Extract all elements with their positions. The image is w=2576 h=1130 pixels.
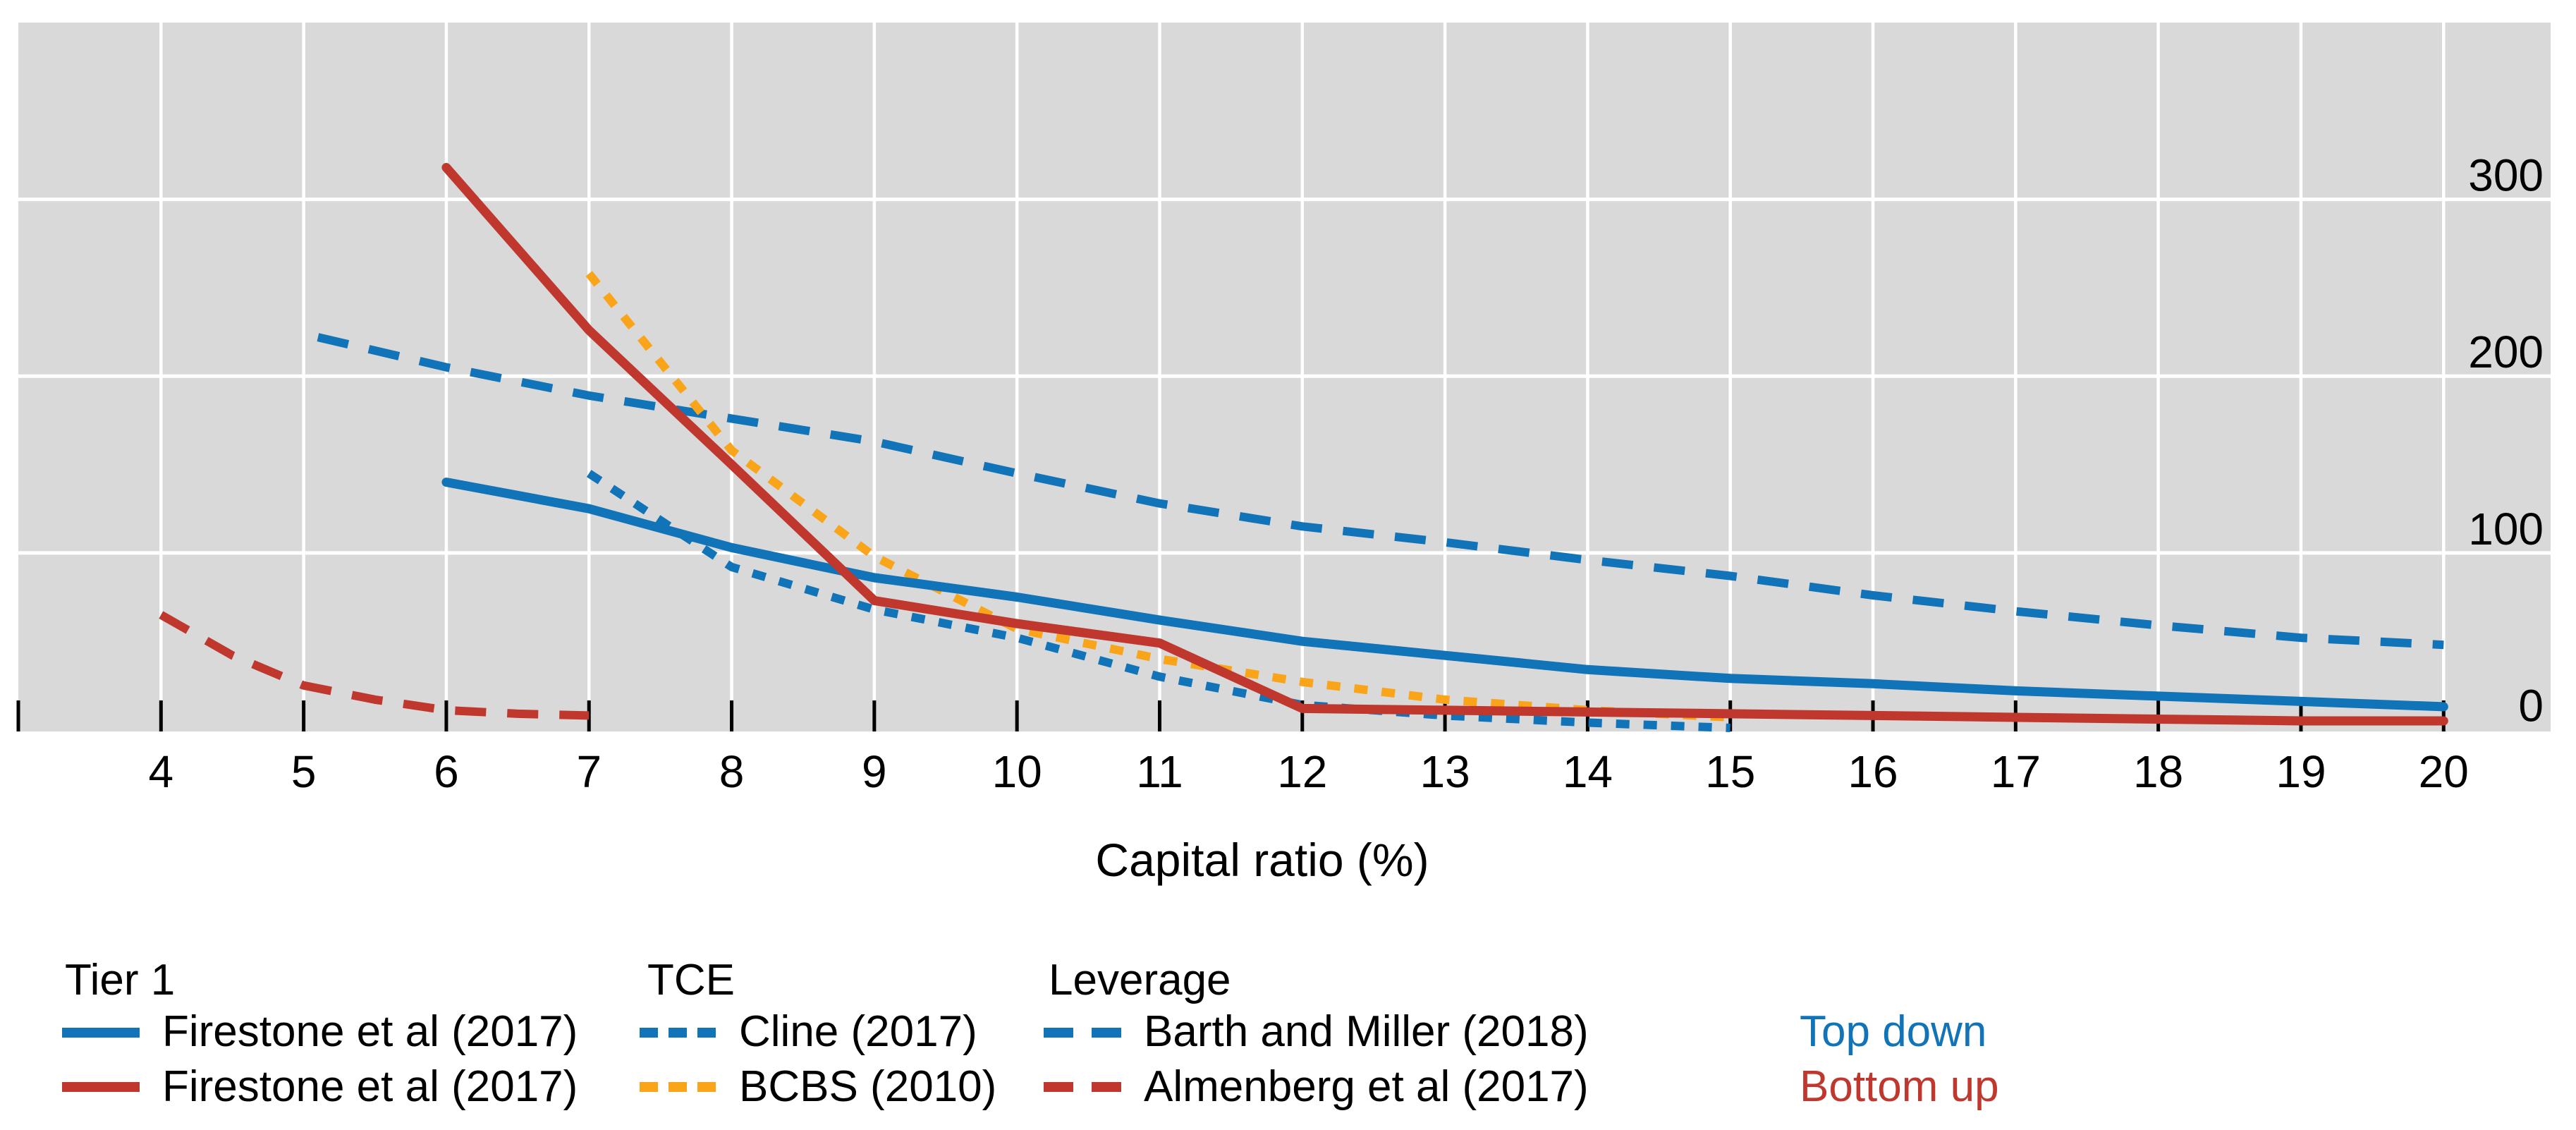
x-axis-title: Capital ratio (%) (1095, 834, 1429, 886)
y-axis-label-0: 0 (2518, 680, 2544, 731)
legend-label-firestone-bottomup: Firestone et al (2017) (162, 1062, 578, 1111)
x-axis-label-13: 13 (1420, 746, 1470, 797)
legend-header-tier1: Tier 1 (65, 956, 175, 1004)
x-axis-label-7: 7 (576, 746, 602, 797)
legend-header-leverage: Leverage (1049, 956, 1231, 1004)
x-axis-label-15: 15 (1705, 746, 1755, 797)
legend-group-tier1: Tier 1 Firestone et al (2017) Firestone … (62, 956, 578, 1111)
x-axis-label-10: 10 (992, 746, 1042, 797)
series-line-5-firestone-et-al-2017- (441, 163, 2448, 726)
x-axis-label-4: 4 (149, 746, 174, 797)
x-axis-label-9: 9 (862, 746, 887, 797)
legend-label-almenberg: Almenberg et al (2017) (1144, 1062, 1589, 1111)
legend-label-bcbs: BCBS (2010) (739, 1062, 996, 1111)
gridlines (18, 23, 2551, 731)
legend-label-firestone-topdown: Firestone et al (2017) (162, 1007, 578, 1056)
series-line-3-bcbs-2010- (585, 271, 1730, 722)
series-line-0-barth-and-miller-2018- (317, 333, 2444, 650)
data-series-lines (159, 163, 2448, 732)
x-axis-label-12: 12 (1277, 746, 1327, 797)
x-axis-label-5: 5 (291, 746, 317, 797)
legend-label-bottom-up: Bottom up (1800, 1062, 1999, 1111)
x-axis-label-8: 8 (719, 746, 745, 797)
y-axis-label-100: 100 (2468, 504, 2544, 554)
legend-label-top-down: Top down (1800, 1007, 1986, 1056)
x-axis-label-20: 20 (2419, 746, 2469, 797)
series-line-4-firestone-et-al-2017- (441, 478, 2448, 712)
series-line-2-cline-2017- (586, 470, 1730, 732)
x-axis-label-19: 19 (2276, 746, 2326, 797)
legend-label-barth-miller: Barth and Miller (2018) (1144, 1007, 1589, 1056)
legend-label-cline: Cline (2017) (739, 1007, 977, 1056)
series-line-1-almenberg-et-al-2017- (159, 611, 590, 720)
x-axis-label-16: 16 (1848, 746, 1898, 797)
x-axis-label-18: 18 (2133, 746, 2183, 797)
x-axis-label-6: 6 (434, 746, 459, 797)
y-axis-label-300: 300 (2468, 150, 2544, 201)
legend-approach-key: Top down Bottom up (1800, 1007, 1999, 1111)
y-axis-label-200: 200 (2468, 327, 2544, 377)
x-axis-label-11: 11 (1136, 746, 1183, 797)
legend-header-tce: TCE (647, 956, 735, 1004)
legend: Tier 1 Firestone et al (2017) Firestone … (62, 956, 1999, 1111)
x-axis-label-14: 14 (1563, 746, 1613, 797)
legend-group-tce: TCE Cline (2017) BCBS (2010) (640, 956, 996, 1111)
legend-group-leverage: Leverage Barth and Miller (2018) Almenbe… (1044, 956, 1589, 1111)
x-axis-label-17: 17 (1991, 746, 2041, 797)
